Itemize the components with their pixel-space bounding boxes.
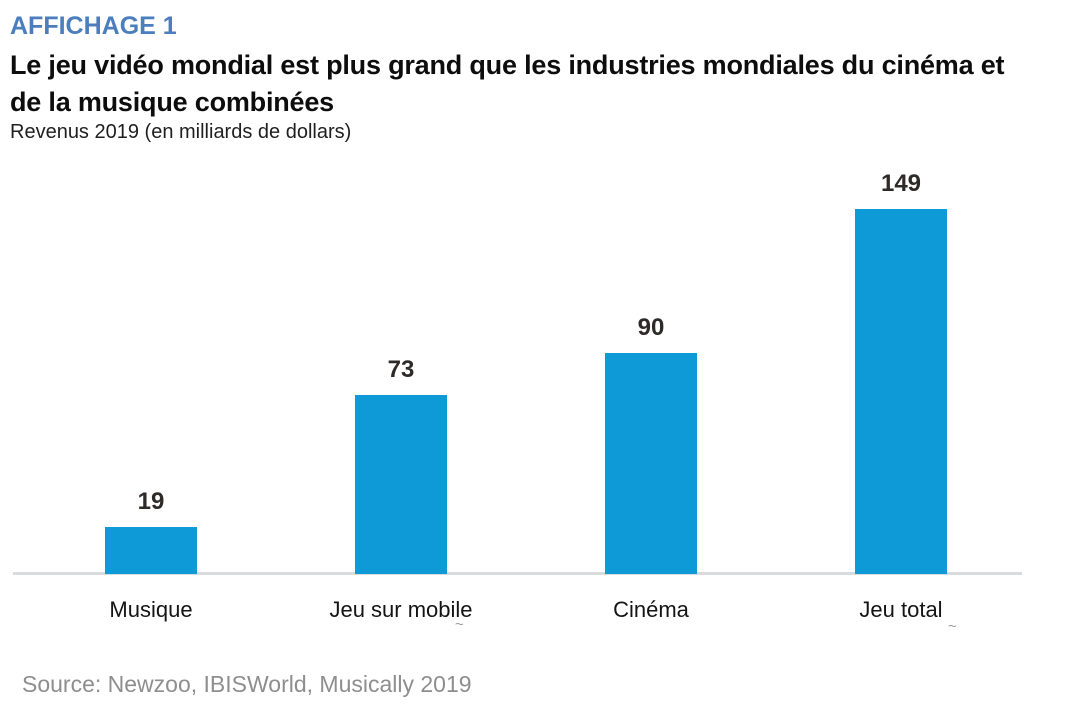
source-note: Source: Newzoo, IBISWorld, Musically 201…: [22, 671, 472, 697]
exhibit-kicker: AFFICHAGE 1: [10, 12, 177, 40]
chart-title-line-2: de la musique combinées: [10, 87, 335, 117]
bar-musique: [105, 527, 197, 574]
bar-value-label: 149: [880, 170, 922, 197]
chart-title: Le jeu vidéo mondial est plus grand que …: [10, 47, 1070, 121]
bar-jeu-total: [855, 209, 947, 574]
x-axis-line: [13, 572, 1022, 575]
chart-title-line-1: Le jeu vidéo mondial est plus grand que …: [10, 50, 1005, 80]
bar-value-label: 90: [637, 314, 665, 341]
bar-value-label: 19: [137, 488, 165, 515]
stray-mark-icon: ~: [455, 616, 464, 633]
bar-cinema: [605, 353, 697, 574]
bar-value-label: 73: [387, 356, 415, 383]
category-label: Musique: [109, 597, 193, 622]
category-label: Jeu total: [859, 597, 943, 622]
bar-jeu-sur-mobile: [355, 395, 447, 574]
stray-mark-icon: ~: [948, 618, 957, 635]
category-label: Cinéma: [613, 597, 689, 622]
category-label: Jeu sur mobile: [329, 597, 473, 622]
chart-subtitle: Revenus 2019 (en milliards de dollars): [10, 121, 352, 143]
